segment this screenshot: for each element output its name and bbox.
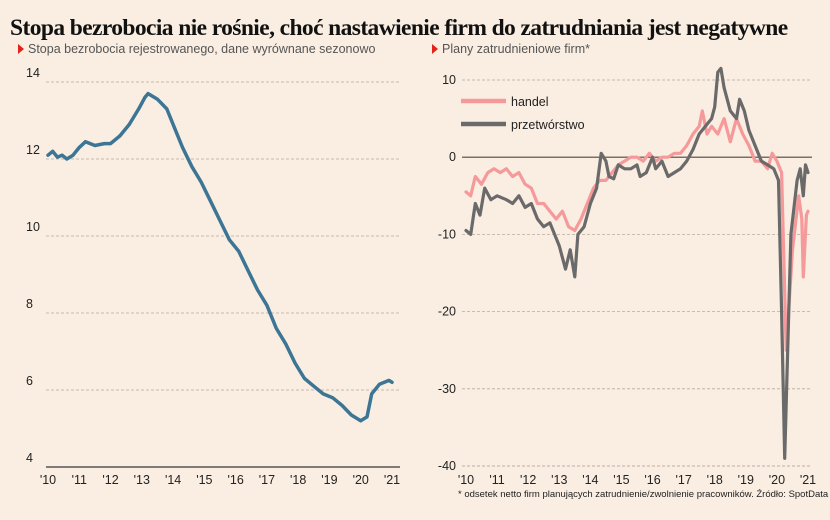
left-chart-subtitle-text: Stopa bezrobocia rejestrowanego, dane wy…	[28, 42, 376, 56]
x-tick-label: '11	[489, 473, 504, 487]
x-tick-label: '10	[40, 473, 56, 487]
x-tick-label: '21	[384, 473, 400, 487]
x-tick-label: '12	[102, 473, 118, 487]
left-chart-subtitle: Stopa bezrobocia rejestrowanego, dane wy…	[18, 42, 375, 56]
x-tick-label: '21	[800, 473, 816, 487]
y-tick-label: 12	[26, 143, 40, 157]
y-tick-label: -20	[438, 305, 456, 319]
y-tick-label: 10	[442, 73, 456, 87]
x-tick-label: '14	[582, 473, 598, 487]
x-tick-label: '17	[675, 473, 691, 487]
x-tick-label: '19	[321, 473, 337, 487]
y-tick-label: 10	[26, 220, 40, 234]
y-tick-label: -10	[438, 227, 456, 241]
x-tick-label: '19	[738, 473, 754, 487]
x-tick-label: '20	[353, 473, 369, 487]
series-line-przetwórstwo	[464, 66, 810, 460]
x-tick-label: '18	[707, 473, 723, 487]
y-tick-label: 4	[26, 451, 33, 465]
x-tick-label: '17	[259, 473, 275, 487]
y-tick-label: -30	[438, 382, 456, 396]
y-tick-label: 6	[26, 374, 33, 388]
legend-label: przetwórstwo	[511, 118, 585, 132]
footnote: * odsetek netto firm planujących zatrudn…	[458, 489, 829, 500]
x-tick-label: '14	[165, 473, 181, 487]
y-tick-label: 8	[26, 297, 33, 311]
series-line-unemployment	[46, 91, 394, 423]
series-line-handel	[464, 109, 810, 352]
x-tick-label: '15	[613, 473, 629, 487]
x-tick-label: '10	[458, 473, 474, 487]
x-tick-label: '11	[72, 473, 87, 487]
right-chart-subtitle-text: Plany zatrudnieniowe firm*	[442, 42, 590, 56]
chart-title: Stopa bezrobocia nie rośnie, choć nastaw…	[10, 15, 788, 41]
x-tick-label: '12	[520, 473, 536, 487]
x-tick-label: '13	[134, 473, 150, 487]
y-tick-label: 14	[26, 66, 40, 80]
x-tick-label: '16	[644, 473, 660, 487]
triangle-marker-icon	[432, 44, 438, 54]
y-tick-label: 0	[449, 150, 456, 164]
y-tick-label: -40	[438, 459, 456, 473]
x-tick-label: '13	[551, 473, 567, 487]
right-chart-subtitle: Plany zatrudnieniowe firm*	[432, 42, 590, 56]
x-tick-label: '20	[769, 473, 785, 487]
x-tick-label: '18	[290, 473, 306, 487]
legend-label: handel	[511, 95, 549, 109]
x-tick-label: '16	[227, 473, 243, 487]
triangle-marker-icon	[18, 44, 24, 54]
x-tick-label: '15	[196, 473, 212, 487]
